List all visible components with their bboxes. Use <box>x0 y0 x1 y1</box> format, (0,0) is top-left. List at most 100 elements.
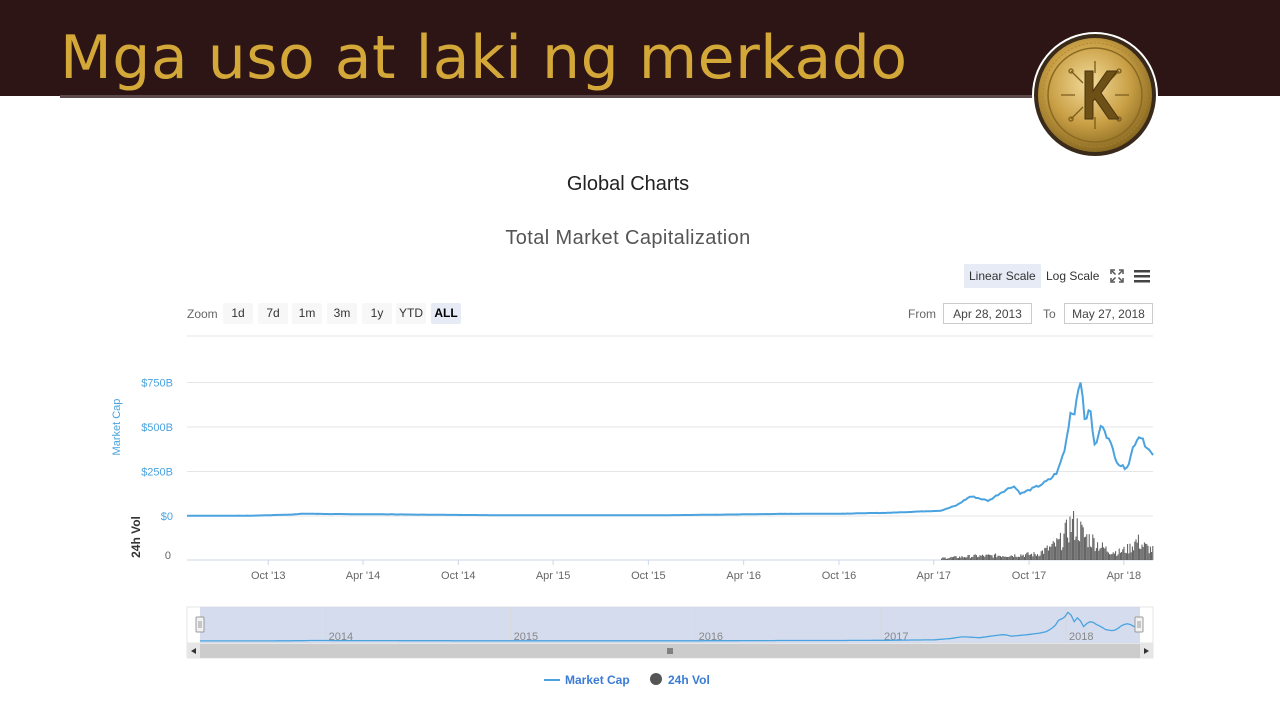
triangle-right-icon[interactable] <box>1140 644 1153 658</box>
volume-bar <box>959 556 961 560</box>
volume-bar <box>954 556 956 560</box>
volume-bar <box>1031 553 1033 560</box>
volume-bar <box>1149 546 1151 560</box>
volume-bar <box>955 556 957 560</box>
volume-bar <box>1058 538 1060 560</box>
volume-bar <box>1027 552 1029 560</box>
x-tick-label: Apr '18 <box>1107 570 1142 582</box>
volume-bar <box>996 557 998 560</box>
volume-bar <box>1140 548 1142 560</box>
to-label: To <box>1043 307 1056 321</box>
volume-bar <box>1148 553 1150 560</box>
grip-icon[interactable] <box>667 648 673 654</box>
volume-bar <box>978 556 980 560</box>
volume-bar <box>950 556 952 560</box>
volume-bar <box>1014 554 1016 560</box>
zoom-label: Zoom <box>187 307 218 321</box>
legend-market-cap[interactable]: Market Cap <box>565 673 630 687</box>
navigator-series-line <box>200 611 1141 642</box>
log-scale-button[interactable]: Log Scale <box>1046 269 1100 283</box>
volume-bar <box>979 555 981 560</box>
triangle-left-icon[interactable] <box>187 644 200 658</box>
volume-bar <box>1128 553 1130 560</box>
volume-bar <box>1065 519 1067 560</box>
navigator-right-handle[interactable] <box>1134 616 1144 633</box>
volume-bar <box>1010 555 1012 560</box>
volume-bar <box>1040 551 1042 560</box>
zoom-1m-button[interactable]: 1m <box>292 303 322 324</box>
volume-bar <box>1035 555 1037 560</box>
volume-bar <box>1092 534 1094 560</box>
x-tick-label: Apr '16 <box>726 570 761 582</box>
volume-bar <box>981 554 983 560</box>
volume-bar <box>1009 556 1011 560</box>
hamburger-menu-icon[interactable] <box>1133 268 1151 284</box>
volume-bar <box>1062 547 1064 560</box>
zoom-1d-button[interactable]: 1d <box>223 303 253 324</box>
navigator-year-label: 2016 <box>699 631 723 643</box>
zoom-3m-button[interactable]: 3m <box>327 303 357 324</box>
zoom-1y-button[interactable]: 1y <box>362 303 392 324</box>
volume-bar <box>1106 551 1108 560</box>
volume-bar <box>1081 524 1083 560</box>
volume-bar <box>1145 543 1147 560</box>
volume-bar <box>1050 546 1052 560</box>
y-tick-label: $250B <box>141 467 173 479</box>
volume-bar <box>1025 554 1027 560</box>
volume-bar <box>986 554 988 560</box>
linear-scale-button[interactable]: Linear Scale <box>964 264 1041 288</box>
volume-bar <box>1130 552 1132 560</box>
volume-bar <box>997 555 999 560</box>
volume-bar <box>985 554 987 560</box>
volume-bar <box>1044 547 1046 560</box>
volume-bar <box>995 553 997 560</box>
legend-24h-vol[interactable]: 24h Vol <box>668 673 710 687</box>
volume-bar <box>1067 537 1069 560</box>
to-date-input[interactable]: May 27, 2018 <box>1064 303 1153 324</box>
y-tick-label: $0 <box>161 511 173 523</box>
volume-bar <box>1131 546 1133 560</box>
volume-bar <box>1043 553 1045 560</box>
volume-bar <box>1073 511 1075 560</box>
volume-bar <box>963 557 965 560</box>
volume-bar <box>1075 536 1077 560</box>
from-date-input[interactable]: Apr 28, 2013 <box>943 303 1032 324</box>
volume-bar <box>1064 522 1066 560</box>
volume-bar <box>944 557 946 560</box>
zoom-7d-button[interactable]: 7d <box>258 303 288 324</box>
volume-bar <box>977 557 979 560</box>
navigator-left-handle[interactable] <box>195 616 205 633</box>
volume-bar <box>1141 544 1143 560</box>
x-tick-labels: Oct '13 Apr '14 Oct '14 Apr '15 Oct '15 Apr '… <box>251 560 1141 582</box>
volume-bar <box>1116 556 1118 560</box>
zoom-all-button[interactable]: ALL <box>431 303 461 324</box>
expand-icon[interactable] <box>1109 268 1125 284</box>
volume-bar <box>1099 548 1101 560</box>
navigator-year-label: 2015 <box>514 631 538 643</box>
volume-bar <box>1109 554 1111 560</box>
volume-bar <box>1033 552 1035 560</box>
y-tick-label: $750B <box>141 378 173 390</box>
x-tick-label: Oct '15 <box>631 570 666 582</box>
volume-bar <box>1125 553 1127 560</box>
volume-bar <box>1045 547 1047 560</box>
volume-bar <box>987 554 989 560</box>
volume-bar <box>960 557 962 560</box>
volume-bar <box>974 554 976 560</box>
x-tick-label: Oct '17 <box>1012 570 1047 582</box>
volume-bar <box>1079 541 1081 560</box>
volume-bar <box>1061 550 1063 560</box>
y-tick-label: $500B <box>141 422 173 434</box>
volume-bar <box>1052 541 1054 560</box>
volume-bar <box>1021 555 1023 560</box>
volume-bar <box>1121 552 1123 560</box>
zoom-ytd-button[interactable]: YTD <box>396 303 426 324</box>
volume-bar <box>1002 556 1004 560</box>
volume-bar <box>1082 527 1084 560</box>
volume-bar <box>1077 540 1079 560</box>
banner-divider <box>60 95 1060 98</box>
volume-bar <box>1008 556 1010 560</box>
from-label: From <box>908 307 936 321</box>
volume-bar <box>1094 551 1096 560</box>
